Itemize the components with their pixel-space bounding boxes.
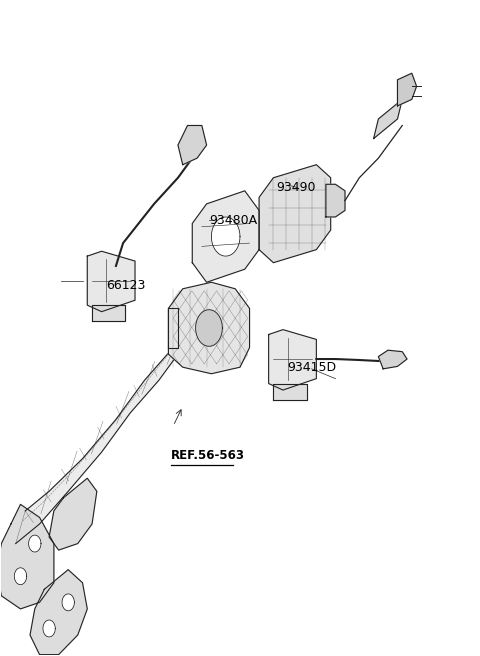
Text: 93415D: 93415D bbox=[288, 361, 337, 374]
Text: 93480A: 93480A bbox=[209, 214, 257, 227]
Text: 66123: 66123 bbox=[107, 279, 146, 292]
Polygon shape bbox=[373, 99, 402, 138]
Text: 93490: 93490 bbox=[276, 181, 315, 194]
Polygon shape bbox=[0, 504, 54, 609]
Polygon shape bbox=[43, 620, 55, 637]
Polygon shape bbox=[397, 73, 417, 106]
Polygon shape bbox=[29, 535, 41, 552]
Polygon shape bbox=[378, 350, 407, 369]
Polygon shape bbox=[269, 329, 316, 390]
Polygon shape bbox=[30, 569, 87, 655]
Text: REF.56-563: REF.56-563 bbox=[171, 449, 245, 462]
Polygon shape bbox=[168, 282, 250, 374]
Polygon shape bbox=[178, 125, 206, 165]
Polygon shape bbox=[16, 302, 206, 544]
Polygon shape bbox=[192, 191, 259, 282]
Polygon shape bbox=[259, 165, 331, 262]
Polygon shape bbox=[196, 310, 222, 346]
Polygon shape bbox=[92, 305, 125, 321]
Polygon shape bbox=[168, 308, 178, 348]
Polygon shape bbox=[14, 567, 27, 584]
Polygon shape bbox=[211, 217, 240, 256]
Polygon shape bbox=[87, 251, 135, 312]
Polygon shape bbox=[62, 594, 74, 611]
Polygon shape bbox=[274, 384, 307, 400]
Polygon shape bbox=[49, 478, 97, 550]
Polygon shape bbox=[326, 184, 345, 217]
